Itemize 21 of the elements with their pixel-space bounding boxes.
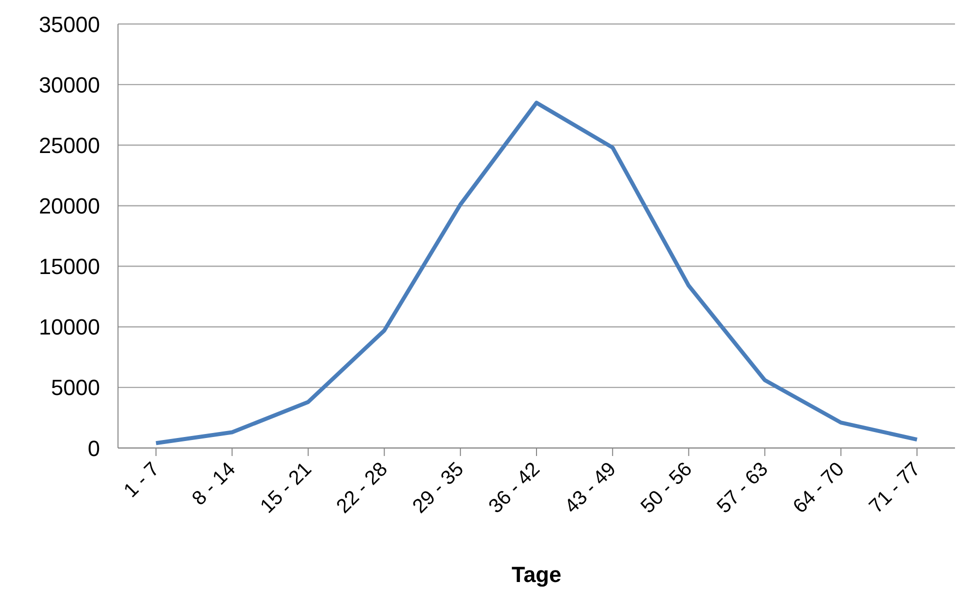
x-tick-label: 71 - 77 [865, 458, 925, 518]
x-tick-label: 29 - 35 [408, 458, 468, 518]
y-tick-label: 30000 [38, 72, 100, 98]
line-series [154, 100, 919, 446]
x-tick-label: 57 - 63 [712, 458, 773, 518]
x-tick-label: 15 - 21 [256, 458, 316, 518]
x-tick-label: 8 - 14 [188, 458, 240, 510]
y-tick-label: 10000 [38, 314, 100, 340]
y-tick-label: 20000 [38, 194, 100, 219]
y-tick-label: 5000 [51, 375, 100, 400]
y-tick-label: 15000 [38, 254, 100, 280]
y-tick-label: 35000 [38, 12, 100, 37]
x-axis-title: Tage [512, 562, 562, 587]
x-tick-label: 43 - 49 [560, 458, 620, 518]
x-tick-label: 50 - 56 [636, 458, 696, 518]
y-tick-label: 0 [88, 436, 100, 461]
x-tick-label: 36 - 42 [484, 458, 544, 518]
y-tick-label: 25000 [38, 132, 100, 158]
x-tick-label: 1 - 7 [120, 458, 164, 502]
x-tick-label: 22 - 28 [332, 458, 392, 518]
x-tick-label: 64 - 70 [789, 458, 849, 518]
